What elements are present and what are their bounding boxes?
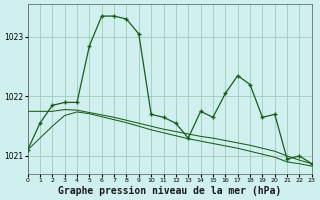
X-axis label: Graphe pression niveau de la mer (hPa): Graphe pression niveau de la mer (hPa)	[58, 186, 281, 196]
